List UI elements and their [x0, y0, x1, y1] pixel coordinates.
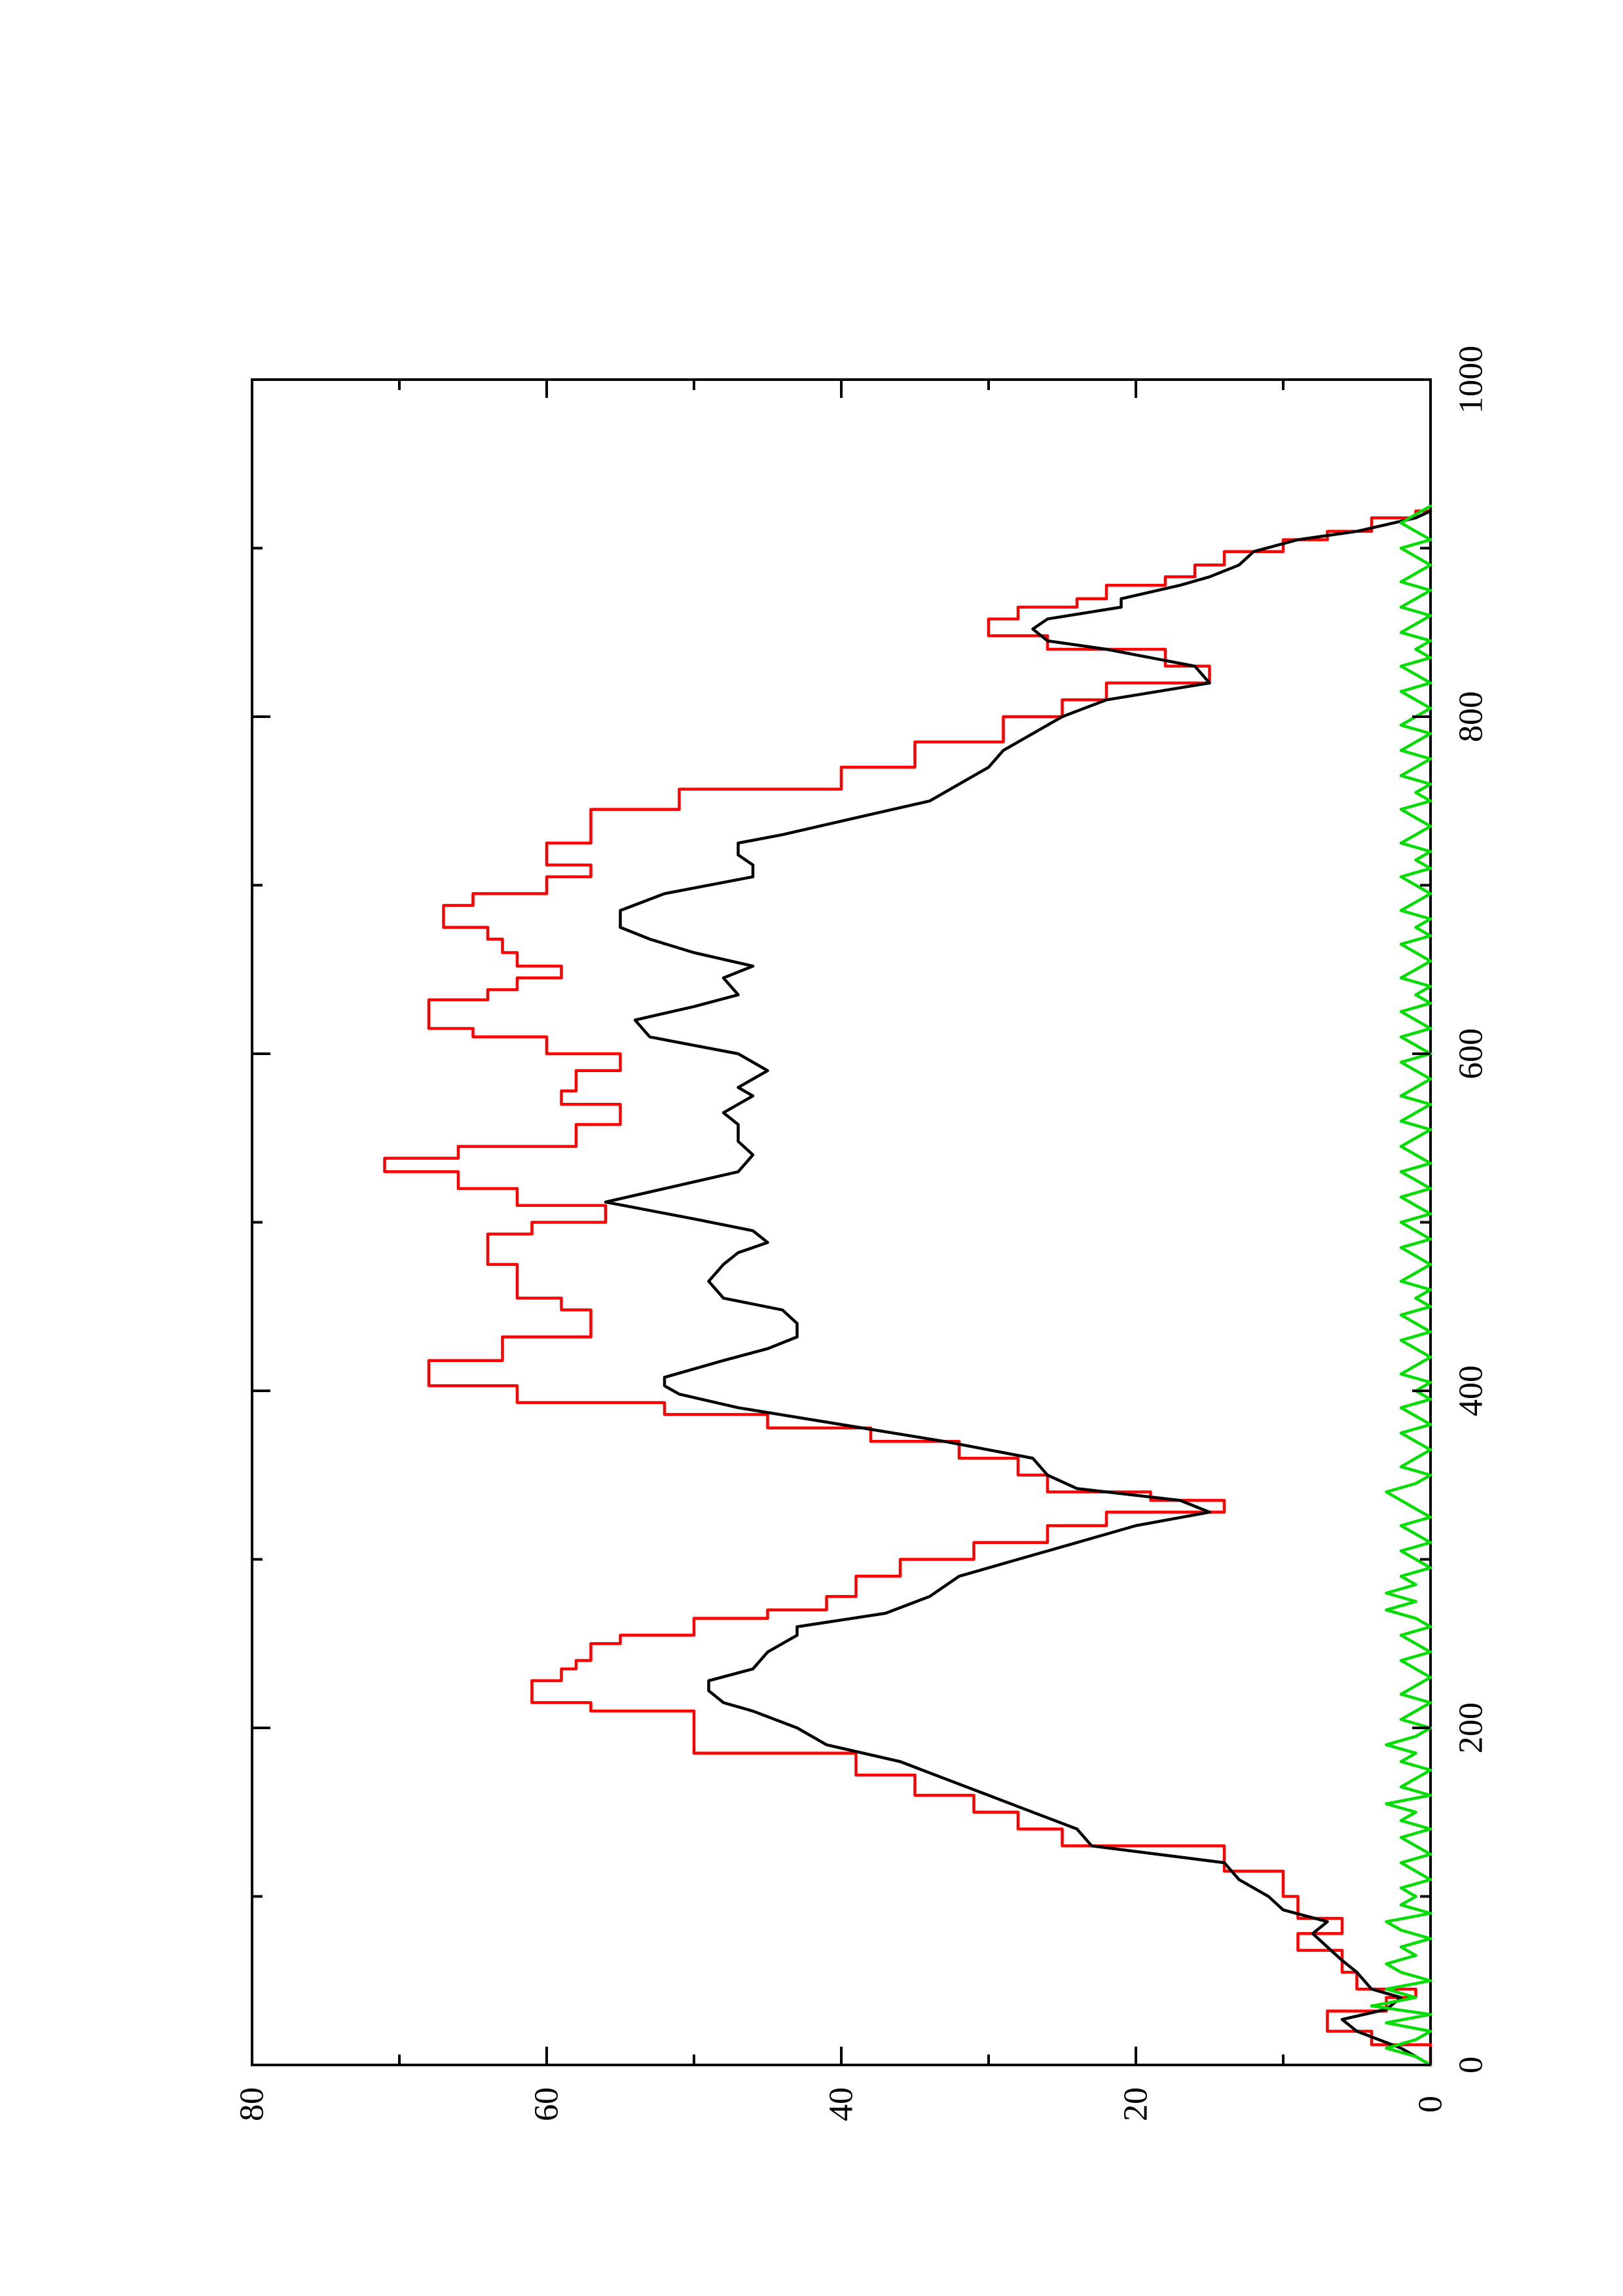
tick-label-layer: 0 200 400 600 800 1000 0 20 40 60 80: [234, 346, 1490, 2121]
y-tick-label: 60: [528, 2087, 566, 2121]
plot-frame: [251, 378, 1432, 2066]
x-tick-label: 0: [1453, 2056, 1490, 2073]
x-tick-label: 600: [1453, 1028, 1490, 1079]
x-tick-label: 1000: [1453, 346, 1490, 414]
plot-frame-layer: [251, 378, 1432, 2066]
y-tick-label: 80: [234, 2087, 271, 2121]
y-tick-label: 40: [823, 2087, 860, 2121]
series-layer: [383, 504, 1432, 2067]
series-line-1: [383, 509, 1432, 2067]
x-tick-label: 200: [1453, 1702, 1490, 1753]
y-tick-label: 0: [1412, 2096, 1450, 2113]
series-line-2: [604, 509, 1432, 2067]
x-tick-label: 400: [1453, 1365, 1490, 1416]
y-tick-label: 20: [1118, 2087, 1155, 2121]
x-tick-label: 800: [1453, 691, 1490, 742]
tick-layer: [251, 378, 1432, 2066]
series-line-3: [1370, 504, 1432, 2067]
